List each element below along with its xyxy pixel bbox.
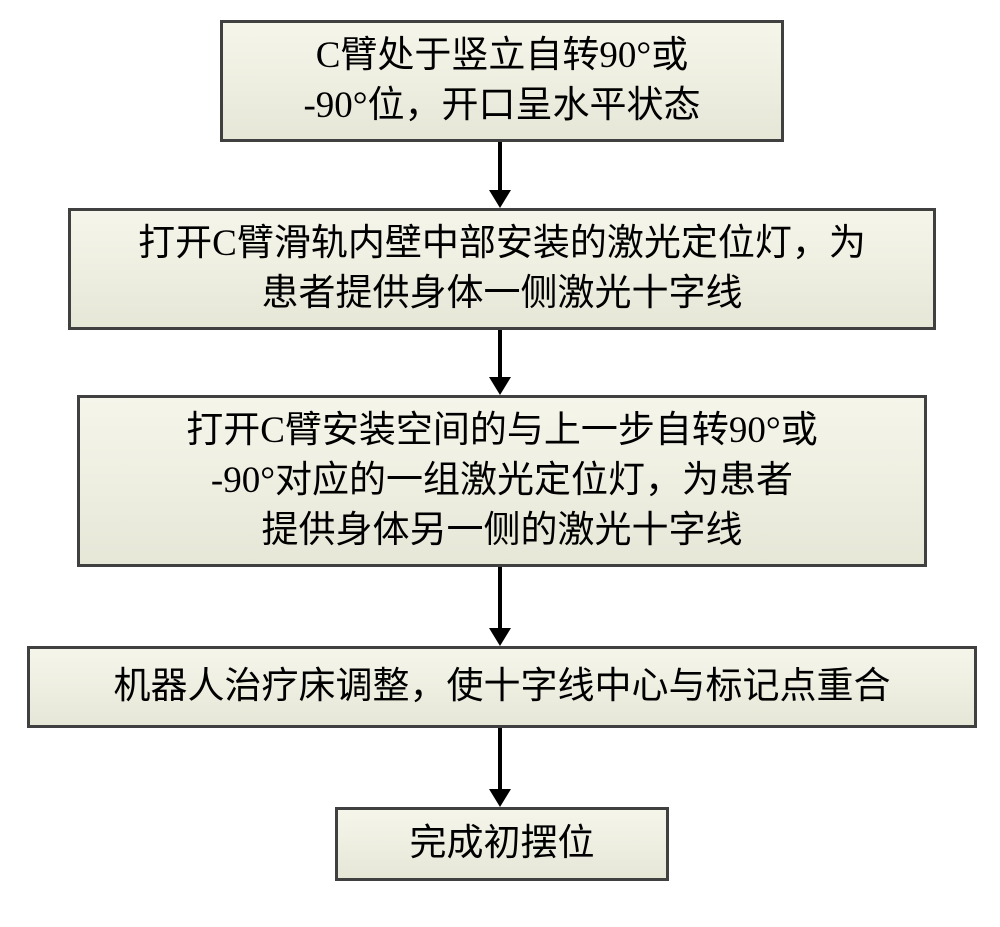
flowchart-step-1: C臂处于竖立自转90°或 -90°位，开口呈水平状态	[220, 20, 784, 142]
flowchart-step-3-label: 打开C臂安装空间的与上一步自转90°或 -90°对应的一组激光定位灯，为患者 提…	[186, 406, 817, 556]
flowchart-arrow-4	[480, 728, 520, 807]
flowchart-step-5-label: 完成初摆位	[410, 819, 595, 869]
flowchart-canvas: C臂处于竖立自转90°或 -90°位，开口呈水平状态打开C臂滑轨内壁中部安装的激…	[0, 0, 1000, 927]
flowchart-step-2: 打开C臂滑轨内壁中部安装的激光定位灯，为 患者提供身体一侧激光十字线	[68, 208, 936, 330]
flowchart-step-5: 完成初摆位	[335, 807, 669, 881]
flowchart-step-2-label: 打开C臂滑轨内壁中部安装的激光定位灯，为 患者提供身体一侧激光十字线	[138, 219, 866, 319]
flowchart-arrow-3	[480, 567, 520, 646]
flowchart-step-3: 打开C臂安装空间的与上一步自转90°或 -90°对应的一组激光定位灯，为患者 提…	[77, 395, 927, 567]
flowchart-step-1-label: C臂处于竖立自转90°或 -90°位，开口呈水平状态	[303, 31, 700, 131]
flowchart-arrow-2	[480, 330, 520, 395]
flowchart-step-4-label: 机器人治疗床调整，使十字线中心与标记点重合	[114, 662, 891, 712]
flowchart-step-4: 机器人治疗床调整，使十字线中心与标记点重合	[27, 646, 977, 728]
flowchart-arrow-1	[480, 142, 520, 208]
